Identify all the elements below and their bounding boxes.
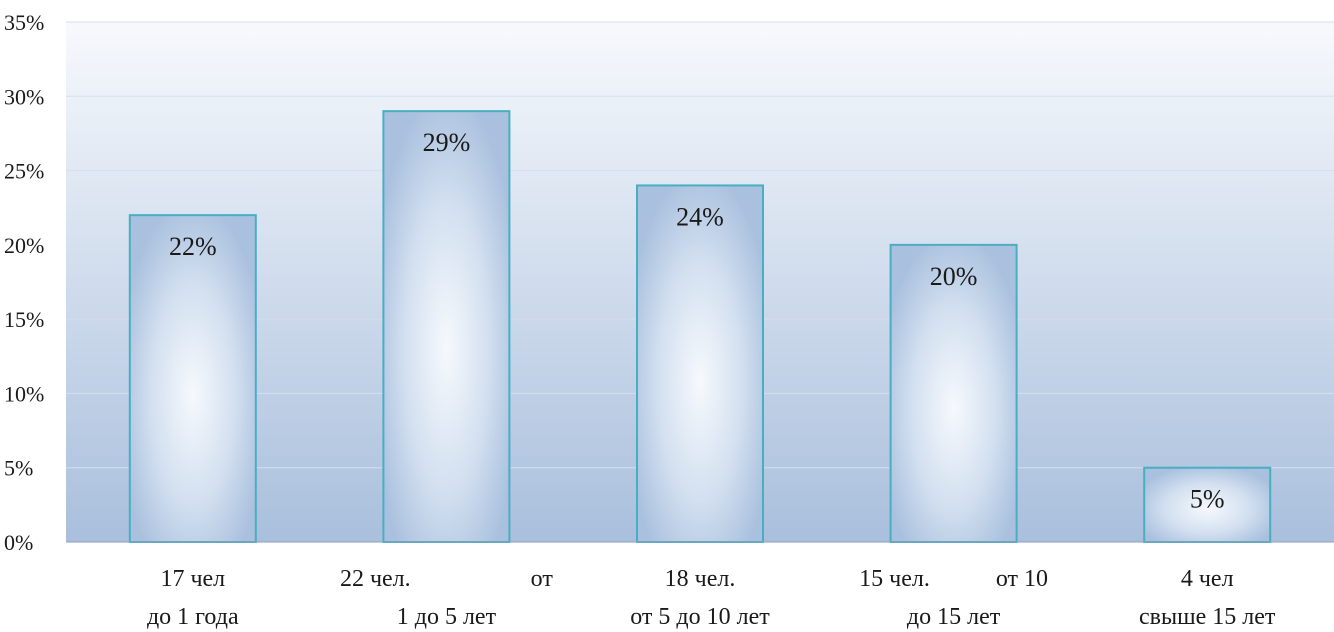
category-label: свыше 15 лет xyxy=(1139,604,1276,630)
category-label: до 1 года xyxy=(147,604,239,630)
y-tick-label: 10% xyxy=(4,381,44,406)
y-tick-label: 20% xyxy=(4,233,44,258)
category-label: 18 чел. xyxy=(665,566,736,592)
category-label: от 5 до 10 лет xyxy=(630,604,770,630)
category-label: до 15 лет xyxy=(907,604,1001,630)
category-label: 22 чел. от xyxy=(340,566,553,592)
y-axis-ticks: 0% 5% 10% 15% 20% 25% 30% 35% xyxy=(4,10,44,555)
bar xyxy=(382,110,511,544)
bars: 22% 29% 24% 20% 5% xyxy=(128,110,1272,544)
category-label: 1 до 5 лет xyxy=(397,604,497,630)
data-label: 5% xyxy=(1190,485,1225,514)
bar xyxy=(1143,466,1272,544)
category-label: 17 чел xyxy=(160,566,225,592)
bar xyxy=(889,243,1018,543)
data-label: 29% xyxy=(423,128,471,157)
category-label: 4 чел xyxy=(1181,566,1234,592)
y-tick-label: 25% xyxy=(4,159,44,184)
x-axis-labels: 17 чел до 1 года 22 чел. от 1 до 5 лет 18 че… xyxy=(147,566,1276,630)
data-label: 20% xyxy=(930,262,978,291)
y-tick-label: 35% xyxy=(4,10,44,35)
y-tick-label: 30% xyxy=(4,84,44,109)
bar xyxy=(636,184,764,544)
data-label: 24% xyxy=(676,202,724,231)
y-tick-label: 15% xyxy=(4,307,44,332)
bar xyxy=(128,214,257,543)
y-tick-label: 5% xyxy=(4,456,33,481)
y-tick-label: 0% xyxy=(4,530,33,555)
category-label: 15 чел. от 10 xyxy=(859,566,1048,592)
data-label: 22% xyxy=(169,232,217,261)
